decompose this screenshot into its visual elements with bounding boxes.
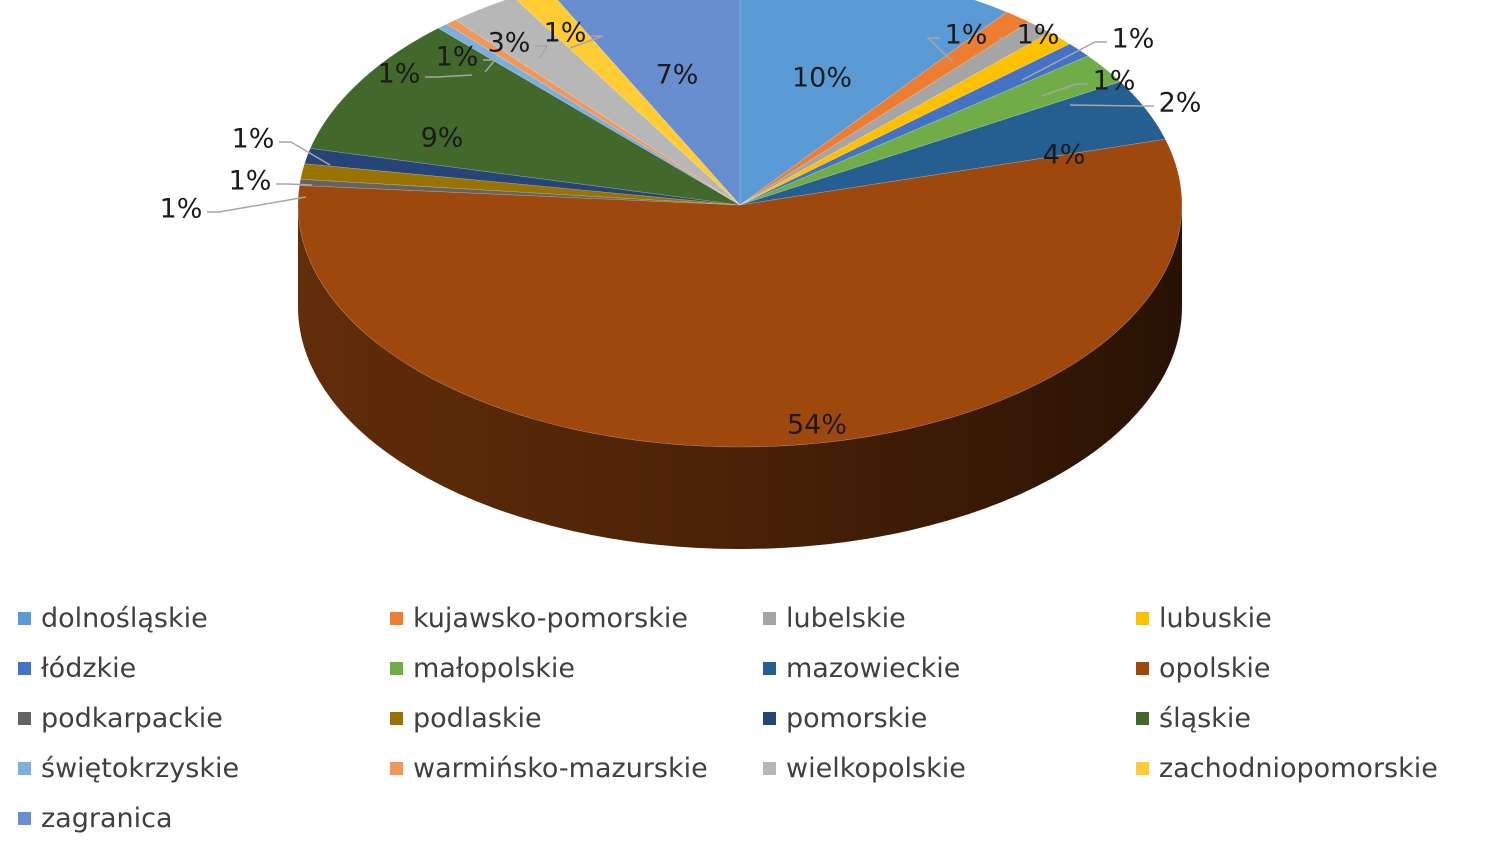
legend-swatch xyxy=(18,761,31,775)
legend-item: warmińsko-mazurskie xyxy=(390,746,708,790)
pie-slice-9 xyxy=(299,178,741,206)
leader-line-4 xyxy=(1021,41,1107,81)
legend-swatch xyxy=(1136,611,1149,625)
legend-item: opolskie xyxy=(1136,646,1271,690)
data-label-6: 2% xyxy=(1159,88,1202,119)
data-label-10: 1% xyxy=(229,166,272,197)
legend-swatch xyxy=(763,661,776,675)
legend-swatch xyxy=(390,611,403,625)
legend-item: podlaskie xyxy=(390,696,542,740)
legend-swatch xyxy=(1136,711,1149,725)
legend-label: mazowieckie xyxy=(786,652,961,684)
data-label-12: 9% xyxy=(421,123,464,154)
data-label-17: 7% xyxy=(656,60,699,91)
leader-line-6 xyxy=(1069,104,1154,107)
legend-label: podkarpackie xyxy=(41,702,223,734)
leader-line-5 xyxy=(1041,83,1088,97)
data-label-7: 4% xyxy=(1043,140,1086,171)
data-label-9: 1% xyxy=(160,194,203,225)
pie-slice-2 xyxy=(739,11,1030,206)
legend-item: śląskie xyxy=(1136,696,1251,740)
legend-item: dolnośląskie xyxy=(18,596,208,640)
legend-item: wielkopolskie xyxy=(763,746,966,790)
legend-item: łódzkie xyxy=(18,646,136,690)
legend-label: lubuskie xyxy=(1159,602,1272,634)
legend-label: podlaskie xyxy=(413,702,542,734)
legend-item: zachodniopomorskie xyxy=(1136,746,1438,790)
leader-line-9 xyxy=(207,196,307,213)
data-label-5: 1% xyxy=(1093,66,1136,97)
legend-label: małopolskie xyxy=(413,652,576,684)
pie-slice-11 xyxy=(304,147,741,206)
legend-label: śląskie xyxy=(1159,702,1251,734)
legend-swatch xyxy=(18,711,31,725)
pie-slice-13 xyxy=(437,23,741,206)
legend-swatch xyxy=(390,661,403,675)
legend-label: pomorskie xyxy=(786,702,928,734)
legend-swatch xyxy=(390,711,403,725)
legend-item: podkarpackie xyxy=(18,696,223,740)
data-label-16: 1% xyxy=(544,18,587,49)
leader-line-2 xyxy=(926,37,954,63)
legend-swatch xyxy=(763,611,776,625)
data-label-3: 1% xyxy=(1017,20,1060,51)
legend-swatch xyxy=(1136,761,1149,775)
data-label-8: 54% xyxy=(787,410,847,441)
leader-line-10 xyxy=(276,183,313,186)
pie-slice-12 xyxy=(309,27,741,206)
leader-line-15 xyxy=(535,45,549,59)
leader-line-11 xyxy=(279,141,331,166)
data-label-14: 1% xyxy=(436,42,479,73)
pie-slice-6 xyxy=(739,55,1121,206)
legend-swatch xyxy=(18,661,31,675)
pie-slice-4 xyxy=(739,32,1071,206)
pie-slice-8 xyxy=(297,138,1183,448)
legend-item: małopolskie xyxy=(390,646,575,690)
legend-swatch xyxy=(18,811,31,825)
legend-label: zachodniopomorskie xyxy=(1159,752,1438,784)
legend-swatch xyxy=(18,611,31,625)
pie-slice-10 xyxy=(300,163,741,206)
legend-item: pomorskie xyxy=(763,696,927,740)
data-label-1: 10% xyxy=(792,63,852,94)
leader-line-14 xyxy=(483,59,497,73)
pie-slice-1 xyxy=(739,0,1008,206)
legend-item: zagranica xyxy=(18,796,173,840)
legend-swatch xyxy=(1136,661,1149,675)
pie-slice-17 xyxy=(557,0,741,206)
pie-slice-15 xyxy=(454,0,741,206)
legend-label: kujawsko-pomorskie xyxy=(413,602,688,634)
leader-line-3 xyxy=(992,37,1012,65)
legend-label: dolnośląskie xyxy=(41,602,208,634)
pie-slice-7 xyxy=(739,81,1166,206)
leader-line-16 xyxy=(569,35,604,49)
data-label-13: 1% xyxy=(378,59,421,90)
leader-line-13 xyxy=(425,74,473,78)
pie-slice-16 xyxy=(516,0,741,206)
legend-label: opolskie xyxy=(1159,652,1271,684)
legend-swatch xyxy=(763,761,776,775)
legend-label: wielkopolskie xyxy=(786,752,966,784)
data-label-2: 1% xyxy=(945,20,988,51)
pie-slice-14 xyxy=(446,19,741,206)
data-label-4: 1% xyxy=(1112,24,1155,55)
legend-item: kujawsko-pomorskie xyxy=(390,596,688,640)
legend-item: świętokrzyskie xyxy=(18,746,239,790)
legend-label: zagranica xyxy=(41,802,173,834)
pie-slice-3 xyxy=(739,21,1051,206)
legend-label: lubelskie xyxy=(786,602,906,634)
data-label-11: 1% xyxy=(232,124,275,155)
pie-side-8 xyxy=(298,205,1182,549)
legend-label: warmińsko-mazurskie xyxy=(413,752,708,784)
data-label-15: 3% xyxy=(488,28,531,59)
pie-chart-plot: 10% 1% 1% 1% 1% 2% 4% 54% 1% 1% 1% 9% 1% 1% 3% 1% 7% xyxy=(160,0,1202,549)
legend-swatch xyxy=(390,761,403,775)
legend-item: lubuskie xyxy=(1136,596,1272,640)
legend-label: łódzkie xyxy=(41,652,137,684)
legend-swatch xyxy=(763,711,776,725)
legend-item: lubelskie xyxy=(763,596,906,640)
legend-label: świętokrzyskie xyxy=(41,752,240,784)
legend-item: mazowieckie xyxy=(763,646,960,690)
